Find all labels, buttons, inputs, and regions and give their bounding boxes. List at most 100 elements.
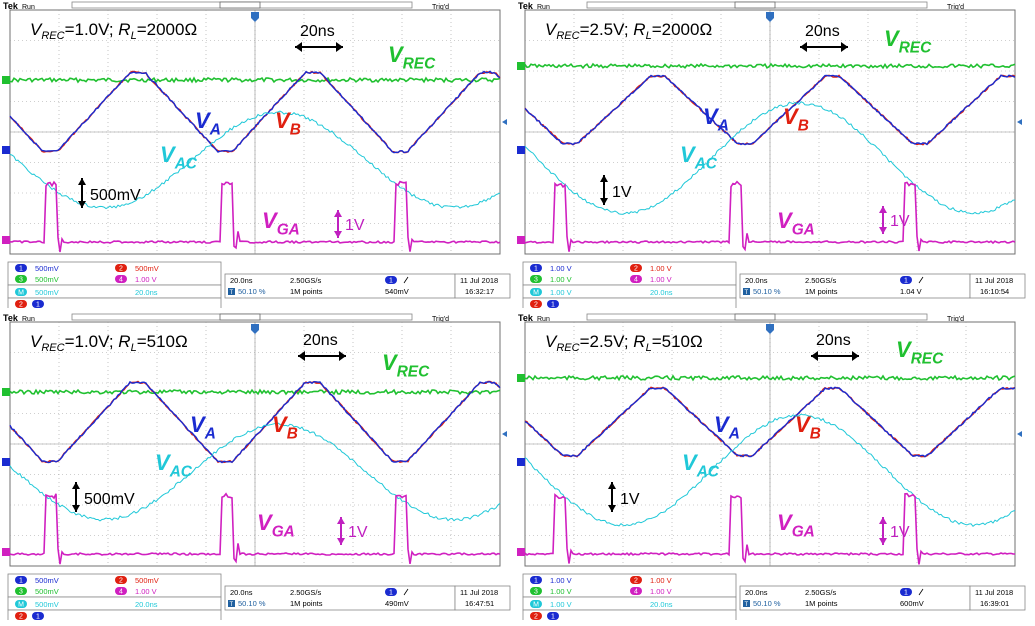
panel-1-timescale-label: 20ns — [300, 23, 335, 40]
ch4-ground-marker[interactable] — [2, 548, 10, 556]
readout-ch4-value: 1.00 V — [650, 587, 672, 596]
va-trace — [524, 386, 1016, 458]
panel-1-gatescale-arrow — [334, 210, 342, 238]
trigger-position-marker[interactable] — [251, 324, 259, 334]
readout-ch1[interactable]: 1 500mV — [15, 264, 59, 273]
readout-ch3[interactable]: 3 1.00 V — [530, 587, 572, 596]
svg-text:1: 1 — [19, 266, 23, 273]
readout-ch4[interactable]: 4 1.00 V — [115, 275, 157, 284]
svg-text:2: 2 — [119, 266, 123, 273]
readout-ch1[interactable]: 1 500mV — [15, 576, 59, 585]
graticule — [9, 321, 501, 567]
trigger-position-marker[interactable] — [251, 12, 259, 22]
vrec-trace — [9, 76, 501, 84]
readout-ch4[interactable]: 4 1.00 V — [115, 587, 157, 596]
readout-ch3-value: 1.00 V — [550, 275, 572, 284]
ch4-ground-marker[interactable] — [517, 548, 525, 556]
trigger-level-marker[interactable] — [1017, 431, 1022, 437]
timebase-readout[interactable]: 20.0ns 2.50GS/s 1M points 600mV T 50.10 % 1 11 … — [739, 585, 1026, 611]
trigger-level-marker[interactable] — [502, 119, 507, 125]
readout-math-value: 1.00 V — [550, 288, 572, 297]
ch1-ground-marker[interactable] — [517, 458, 525, 466]
timebase-readout[interactable]: 20.0ns 2.50GS/s 1M points 490mV T 50.10 % 1 11 … — [224, 585, 511, 611]
panel-3-gatescale-label: 1V — [348, 524, 368, 541]
ch4-ground-marker[interactable] — [2, 236, 10, 244]
ch3-ground-marker[interactable] — [517, 374, 525, 382]
record-window — [734, 313, 776, 321]
readout-ch2[interactable]: 2 1.00 V — [630, 576, 672, 585]
ch3-ground-marker[interactable] — [2, 388, 10, 396]
panel-3-gatescale-arrow — [337, 517, 345, 545]
timebase-time: 16:32:17 — [465, 287, 494, 296]
panel-1-voltscale-arrow — [78, 178, 86, 208]
scope-screen: Tek Run Trig'd 1 500mV 2 500mV 3 500mV 4 1.00 V M 50… — [2, 1, 511, 308]
trigger-status: Trig'd — [947, 4, 964, 11]
panel-4-voltscale-label: 1V — [620, 491, 640, 508]
ch3-ground-marker[interactable] — [2, 76, 10, 84]
readout-ch2[interactable]: 2 500mV — [115, 576, 159, 585]
svg-text:2: 2 — [19, 614, 23, 621]
readout-ch1-value: 1.00 V — [550, 576, 572, 585]
readout-ch2-value: 1.00 V — [650, 264, 672, 273]
panel-4-va-label: VA — [714, 412, 740, 443]
readout-ch2-value: 1.00 V — [650, 576, 672, 585]
brand-label: Tek — [518, 1, 534, 11]
trigger-position-marker[interactable] — [766, 324, 774, 334]
readout-math-time: 20.0ns — [650, 600, 673, 609]
panel-1-vrec-label: VREC — [388, 42, 436, 73]
brand-label: Tek — [518, 313, 534, 323]
svg-text:4: 4 — [634, 277, 638, 284]
panel-2-gatescale-label: 1V — [890, 213, 910, 230]
readout-ch3[interactable]: 3 500mV — [15, 275, 59, 284]
readout-ch1[interactable]: 1 1.00 V — [530, 576, 572, 585]
panel-1-voltscale-label: 500mV — [90, 187, 141, 204]
trigger-position-marker[interactable] — [766, 12, 774, 22]
svg-text:M: M — [533, 290, 539, 297]
panel-3-vga-label: VGA — [257, 510, 295, 541]
readout-ch2[interactable]: 2 1.00 V — [630, 264, 672, 273]
svg-text:T: T — [745, 602, 749, 608]
timebase-pts: 1M points — [290, 599, 323, 608]
readout-math[interactable]: M 1.00 V — [530, 288, 572, 297]
readout-ch1[interactable]: 1 1.00 V — [530, 264, 572, 273]
trigger-status: Trig'd — [432, 4, 449, 11]
vga-trace — [9, 492, 501, 565]
readout-ch3[interactable]: 3 500mV — [15, 587, 59, 596]
ch1-ground-marker[interactable] — [2, 146, 10, 154]
svg-text:1: 1 — [36, 614, 40, 621]
ch4-ground-marker[interactable] — [517, 236, 525, 244]
readout-ch2[interactable]: 2 500mV — [115, 264, 159, 273]
readout-math[interactable]: M 1.00 V — [530, 600, 572, 609]
readout-ch3[interactable]: 3 1.00 V — [530, 275, 572, 284]
readout-ch4[interactable]: 4 1.00 V — [630, 275, 672, 284]
panel-3-voltscale-label: 500mV — [84, 491, 135, 508]
readout-ch3-value: 500mV — [35, 587, 59, 596]
timebase-pos: 50.10 % — [753, 287, 781, 296]
panel-2-timescale-label: 20ns — [805, 23, 840, 40]
timebase-time: 16:10:54 — [980, 287, 1009, 296]
vrec-trace — [9, 388, 501, 396]
panel-4-vb-label: VB — [795, 412, 821, 443]
panel-4-timescale-label: 20ns — [816, 332, 851, 349]
scope-panel-3: Tek Run Trig'd 1 500mV 2 500mV 3 500mV 4 1.00 V M 50… — [0, 312, 513, 620]
timebase-readout[interactable]: 20.0ns 2.50GS/s 1M points 540mV T 50.10 % 1 11 … — [224, 273, 511, 299]
trigger-level-marker[interactable] — [1017, 119, 1022, 125]
ch1-ground-marker[interactable] — [2, 458, 10, 466]
readout-math[interactable]: M 500mV — [15, 600, 59, 609]
timebase-rate: 2.50GS/s — [290, 588, 322, 597]
run-status: Run — [22, 316, 35, 323]
ch1-ground-marker[interactable] — [517, 146, 525, 154]
readout-ch4[interactable]: 4 1.00 V — [630, 587, 672, 596]
ch3-ground-marker[interactable] — [517, 62, 525, 70]
timebase-pos: 50.10 % — [238, 599, 266, 608]
panel-2-vb-label: VB — [783, 104, 809, 135]
timebase-time: 16:47:51 — [465, 599, 494, 608]
timebase-readout[interactable]: 20.0ns 2.50GS/s 1M points 1.04 V T 50.10 % 1 11… — [739, 273, 1026, 299]
panel-4-vga-label: VGA — [777, 510, 815, 541]
timebase-rate: 2.50GS/s — [290, 276, 322, 285]
panel-2-vga-label: VGA — [777, 208, 815, 239]
readout-math[interactable]: M 500mV — [15, 288, 59, 297]
timebase-date: 11 Jul 2018 — [975, 276, 1013, 285]
svg-text:M: M — [18, 290, 24, 297]
trigger-level-marker[interactable] — [502, 431, 507, 437]
